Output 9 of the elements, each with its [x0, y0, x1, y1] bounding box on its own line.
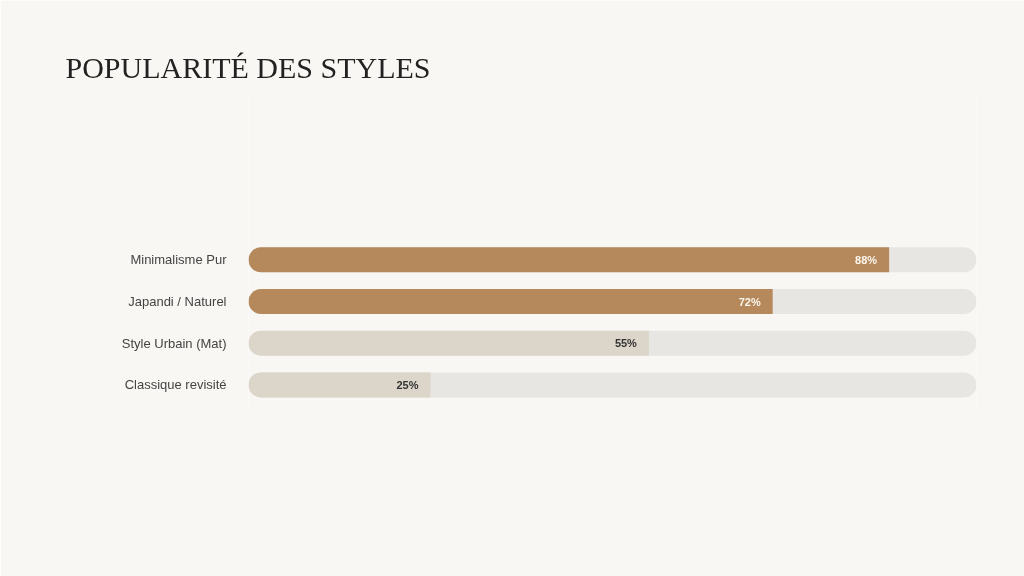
chart-title: POPULARITÉ DES STYLES: [65, 50, 431, 84]
y-tick-label: Classique revisité: [124, 377, 227, 393]
y-tick-label: Style Urbain (Mat): [121, 335, 227, 351]
y-tick-label: Japandi / Naturel: [128, 294, 227, 310]
data-label: 88%: [855, 253, 878, 266]
data-label: 72%: [738, 295, 761, 308]
y-tick-label: Minimalisme Pur: [130, 252, 228, 268]
data-label: 25%: [396, 378, 419, 391]
data-label: 55%: [614, 337, 638, 350]
